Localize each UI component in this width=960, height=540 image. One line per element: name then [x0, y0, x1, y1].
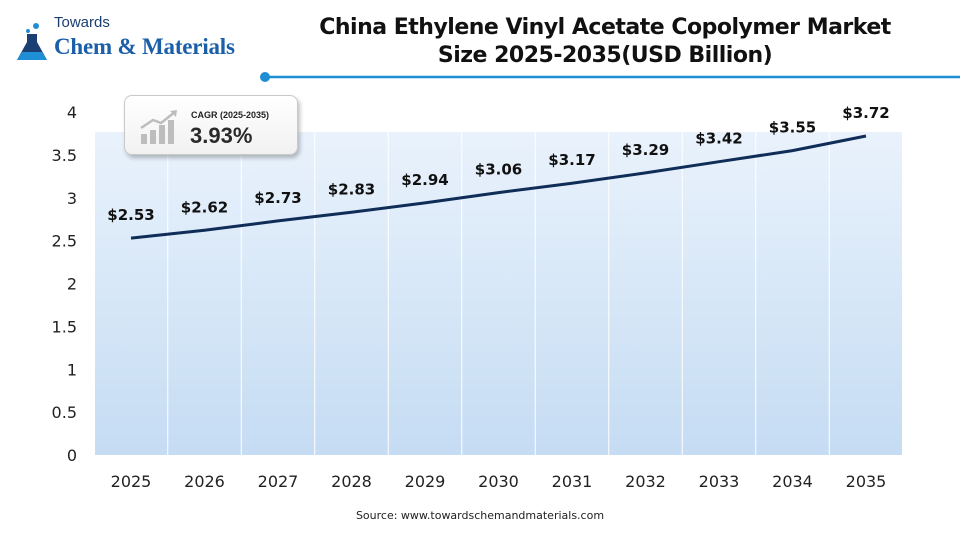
- y-tick-label: 2: [67, 275, 77, 294]
- x-tick-label: 2033: [699, 472, 740, 491]
- source-text: Source: www.towardschemandmaterials.com: [355, 509, 605, 522]
- y-tick-label: 0.5: [52, 403, 77, 422]
- x-tick-label: 2031: [552, 472, 593, 491]
- data-label: $3.42: [695, 130, 742, 148]
- data-labels: $2.53 $2.62 $2.73 $2.83 $2.94 $3.06 $3.17 $3.29…: [107, 104, 889, 224]
- growth-chart-icon: [140, 110, 177, 144]
- data-label: $2.62: [181, 198, 228, 216]
- y-tick-label: 2.5: [52, 232, 77, 251]
- data-label: $2.53: [107, 206, 154, 224]
- x-tick-label: 2035: [846, 472, 887, 491]
- y-tick-label: 1: [67, 360, 77, 379]
- x-tick-label: 2032: [625, 472, 666, 491]
- data-label: $3.17: [548, 151, 595, 169]
- x-tick-label: 2029: [405, 472, 446, 491]
- plot-area: [95, 132, 902, 455]
- data-label: $3.72: [842, 104, 889, 122]
- data-label: $2.73: [254, 189, 301, 207]
- y-tick-label: 0: [67, 446, 77, 465]
- series-line: [130, 134, 867, 240]
- y-tick-label: 3.5: [52, 146, 77, 165]
- grid-lines: [167, 132, 830, 455]
- chart-title-line-2: Size 2025-2035(USD Billion): [437, 43, 773, 68]
- chart-title: China Ethylene Vinyl Acetate Copolymer M…: [300, 14, 910, 70]
- data-label: $3.29: [622, 141, 669, 159]
- cagr-card: CAGR (2025-2035) 3.93%: [124, 95, 298, 155]
- data-label: $2.94: [401, 171, 448, 189]
- chart-title-line-1: China Ethylene Vinyl Acetate Copolymer M…: [319, 15, 891, 40]
- y-tick-label: 4: [67, 103, 77, 122]
- x-tick-label: 2028: [331, 472, 372, 491]
- x-tick-label: 2027: [258, 472, 299, 491]
- flask-icon: [17, 23, 47, 60]
- y-axis-ticks: 0 0.5 1 1.5 2 2.5 3 3.5 4: [52, 103, 77, 465]
- logo-line-2: Chem & Materials: [54, 34, 235, 59]
- x-tick-label: 2026: [184, 472, 225, 491]
- x-tick-label: 2025: [111, 472, 152, 491]
- cagr-value: 3.93%: [190, 123, 253, 148]
- x-tick-label: 2030: [478, 472, 519, 491]
- logo: Towards Chem & Materials: [14, 14, 254, 66]
- logo-line-1: Towards: [54, 14, 110, 31]
- x-axis-ticks: 2025 2026 2027 2028 2029 2030 2031 2032 2033 2034…: [111, 472, 887, 491]
- header-dot: [260, 72, 270, 82]
- cagr-label: CAGR (2025-2035): [191, 110, 270, 120]
- y-tick-label: 3: [67, 189, 77, 208]
- data-label: $2.83: [328, 180, 375, 198]
- x-tick-label: 2034: [772, 472, 813, 491]
- data-label: $3.06: [475, 161, 522, 179]
- source-note: Source: www.towardschemandmaterials.com: [0, 509, 960, 522]
- y-tick-label: 1.5: [52, 317, 77, 336]
- data-label: $3.55: [769, 119, 816, 137]
